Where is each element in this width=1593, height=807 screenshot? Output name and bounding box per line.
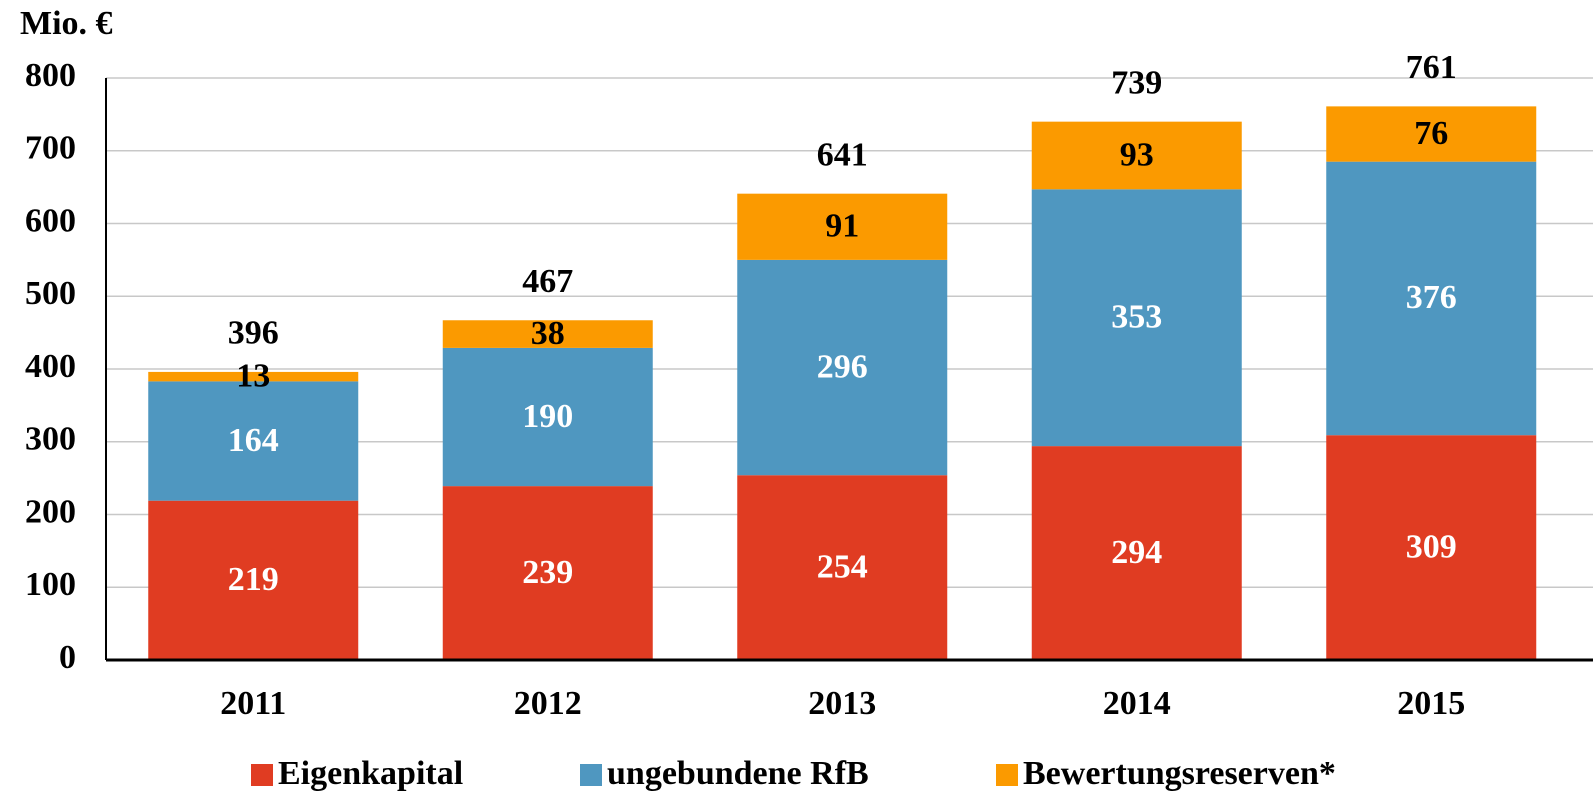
x-tick-label: 2011 <box>220 685 286 722</box>
total-label: 396 <box>228 315 279 352</box>
segment-label: 353 <box>1111 299 1162 336</box>
segment-label: 239 <box>522 554 573 591</box>
x-tick-label: 2014 <box>1103 685 1171 722</box>
segment-label: 296 <box>817 348 868 385</box>
segment-label: 309 <box>1406 528 1457 565</box>
bar-segment <box>1031 446 1242 660</box>
bar-segment <box>442 320 653 348</box>
bar-segment <box>148 371 359 382</box>
y-tick-label: 400 <box>25 348 76 385</box>
legend-label: ungebundene RfB <box>607 755 869 792</box>
segment-label: 91 <box>825 208 859 245</box>
y-tick-label: 700 <box>25 130 76 167</box>
bar-segment <box>737 193 948 260</box>
legend-label: Bewertungsreserven* <box>1023 755 1336 792</box>
legend-swatch <box>996 764 1018 786</box>
segment-label: 219 <box>228 561 279 598</box>
bar-segment <box>1326 106 1537 162</box>
bar-segment <box>442 347 653 487</box>
segment-label: 76 <box>1414 115 1448 152</box>
x-tick-label: 2013 <box>808 685 876 722</box>
total-label: 641 <box>817 136 868 173</box>
y-tick-label: 500 <box>25 275 76 312</box>
bar-segment <box>148 381 359 501</box>
y-axis-label: Mio. € <box>20 5 113 42</box>
bar-segment <box>1326 161 1537 436</box>
legend-label: Eigenkapital <box>278 755 463 792</box>
y-tick-label: 200 <box>25 493 76 530</box>
legend-swatch <box>251 764 273 786</box>
total-label: 739 <box>1111 64 1162 101</box>
segment-label: 190 <box>522 398 573 435</box>
x-tick-label: 2015 <box>1397 685 1465 722</box>
y-tick-label: 0 <box>59 639 76 676</box>
y-tick-label: 800 <box>25 57 76 94</box>
bar-segment <box>148 500 359 660</box>
total-label: 467 <box>522 263 573 300</box>
bar-segment <box>1326 435 1537 660</box>
segment-label: 13 <box>236 357 270 394</box>
bar-segment <box>1031 121 1242 190</box>
y-tick-label: 300 <box>25 421 76 458</box>
total-label: 761 <box>1406 49 1457 86</box>
bar-segment <box>1031 189 1242 447</box>
segment-label: 294 <box>1111 534 1162 571</box>
y-tick-label: 100 <box>25 566 76 603</box>
segment-label: 376 <box>1406 279 1457 316</box>
segment-label: 254 <box>817 548 868 585</box>
bar-segment <box>442 486 653 660</box>
segment-label: 164 <box>228 422 279 459</box>
legend-swatch <box>580 764 602 786</box>
bar-segment <box>737 475 948 660</box>
segment-label: 38 <box>531 315 565 352</box>
x-tick-label: 2012 <box>514 685 582 722</box>
segment-label: 93 <box>1120 136 1154 173</box>
y-tick-label: 600 <box>25 202 76 239</box>
bar-segment <box>737 259 948 476</box>
